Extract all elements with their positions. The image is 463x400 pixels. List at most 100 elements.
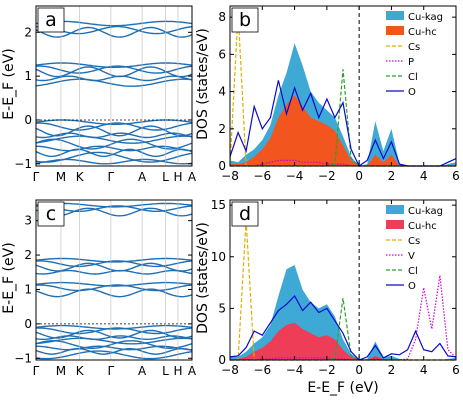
panel-letter: c	[46, 203, 56, 225]
band-line	[35, 335, 193, 340]
ytick-label: 2	[218, 122, 226, 136]
panel-letter: d	[239, 203, 251, 225]
kpoint-label: Γ	[33, 170, 40, 184]
kpoint-label: K	[76, 170, 85, 184]
xtick-label: 2	[388, 169, 396, 183]
panel-letter-box	[231, 201, 259, 227]
kpoint-label: H	[173, 170, 182, 184]
legend-label: Cu-hc	[408, 221, 437, 232]
ytick-label: 6	[218, 47, 226, 61]
xtick-label: −2	[318, 169, 336, 183]
band-line	[35, 78, 193, 87]
panel-c-ylabel: E-E_F (eV)	[1, 242, 17, 313]
kpoint-label: Γ	[108, 170, 115, 184]
ytick-label: 10	[211, 250, 226, 264]
ytick-label: −1	[14, 351, 32, 365]
kpoint-label: K	[76, 364, 85, 378]
axes-frame	[35, 199, 193, 361]
xtick-label: 0	[355, 363, 363, 377]
kpoint-label: Γ	[108, 364, 115, 378]
band-line	[35, 138, 193, 150]
band-line	[35, 158, 193, 165]
panel-d: −8 −6 −4 −2 0 2 4 6 0 5 10 15 Cu-kag Cu-hc Cs V Cl Od	[211, 198, 460, 377]
band-line	[35, 337, 193, 345]
kpoint-label: M	[56, 364, 66, 378]
ytick-label: 3	[24, 214, 32, 228]
legend-label: V	[408, 251, 415, 262]
panel-d-xlabel: E-E_F (eV)	[307, 380, 378, 396]
band-line	[35, 132, 193, 139]
xtick-label: 4	[420, 363, 428, 377]
band-line	[35, 327, 193, 335]
ytick-label: 8	[218, 10, 226, 24]
kpoint-label: L	[162, 170, 169, 184]
panel-b: −8 −6 −4 −2 0 2 4 6 0 2 4 6 8 Cu-kag Cu-hc Cs P Cl Ob	[218, 5, 460, 183]
kpoint-label: H	[173, 364, 182, 378]
band-line	[35, 151, 193, 163]
band-line	[35, 324, 193, 330]
band-line	[35, 339, 193, 349]
band-line	[35, 284, 193, 292]
panel-letter-box	[37, 7, 65, 33]
xtick-label: 4	[420, 169, 428, 183]
kpoint-label: A	[188, 364, 197, 378]
series-o-line	[229, 295, 457, 361]
axes-frame	[229, 199, 457, 361]
kpoint-label: A	[138, 170, 147, 184]
xtick-label: −8	[221, 363, 239, 377]
kpoint-label: A	[188, 170, 197, 184]
xtick-label: −4	[286, 169, 304, 183]
xtick-label: −4	[286, 363, 304, 377]
ytick-label: 15	[211, 198, 226, 212]
legend-label: Cl	[408, 72, 418, 83]
band-line	[35, 281, 193, 287]
legend-label: Cu-kag	[408, 206, 443, 217]
kpoint-label: L	[162, 364, 169, 378]
panel-letter-box	[231, 7, 259, 33]
band-line	[35, 75, 193, 82]
ytick-label: −1	[14, 157, 32, 171]
legend-swatch	[386, 26, 404, 35]
panel-letter: a	[45, 9, 57, 31]
xtick-label: 6	[452, 169, 460, 183]
legend-label: Cs	[408, 42, 420, 53]
xtick-label: −6	[253, 363, 271, 377]
band-line	[36, 145, 193, 152]
series-cu-hc-area	[230, 322, 456, 360]
axes-frame	[229, 5, 457, 167]
band-line	[35, 122, 193, 131]
ytick-label: 1	[24, 69, 32, 83]
band-line	[35, 257, 193, 263]
kpoint-label: Γ	[33, 364, 40, 378]
legend-label: Cl	[408, 266, 418, 277]
band-line	[35, 350, 193, 360]
ytick-label: 1	[24, 282, 32, 296]
ytick-label: 0	[24, 113, 32, 127]
band-line	[35, 62, 193, 69]
band-line	[35, 345, 193, 351]
xtick-label: 6	[452, 363, 460, 377]
xtick-label: 0	[355, 169, 363, 183]
ytick-label: 5	[218, 301, 226, 315]
xtick-label: −6	[253, 169, 271, 183]
series-v-line	[230, 275, 457, 361]
panel-letter-box	[37, 201, 65, 227]
ytick-label: 0	[24, 317, 32, 331]
band-line	[35, 269, 193, 275]
ytick-label: 0	[218, 159, 226, 173]
panel-b-ylabel: DOS (states/eV)	[195, 28, 211, 140]
kpoint-label: A	[138, 364, 147, 378]
panel-a-ylabel: E-E_F (eV)	[1, 48, 17, 119]
panel-letter: b	[239, 9, 251, 31]
legend-label: Cu-kag	[408, 12, 443, 23]
legend-label: Cu-hc	[408, 27, 437, 38]
panel-d-ylabel: DOS (states/eV)	[195, 222, 211, 334]
axes-frame	[35, 5, 193, 167]
ytick-label: 0	[218, 353, 226, 367]
band-line	[35, 125, 193, 137]
band-line	[35, 66, 193, 78]
legend-swatch	[386, 205, 404, 214]
legend-label: P	[408, 57, 414, 68]
